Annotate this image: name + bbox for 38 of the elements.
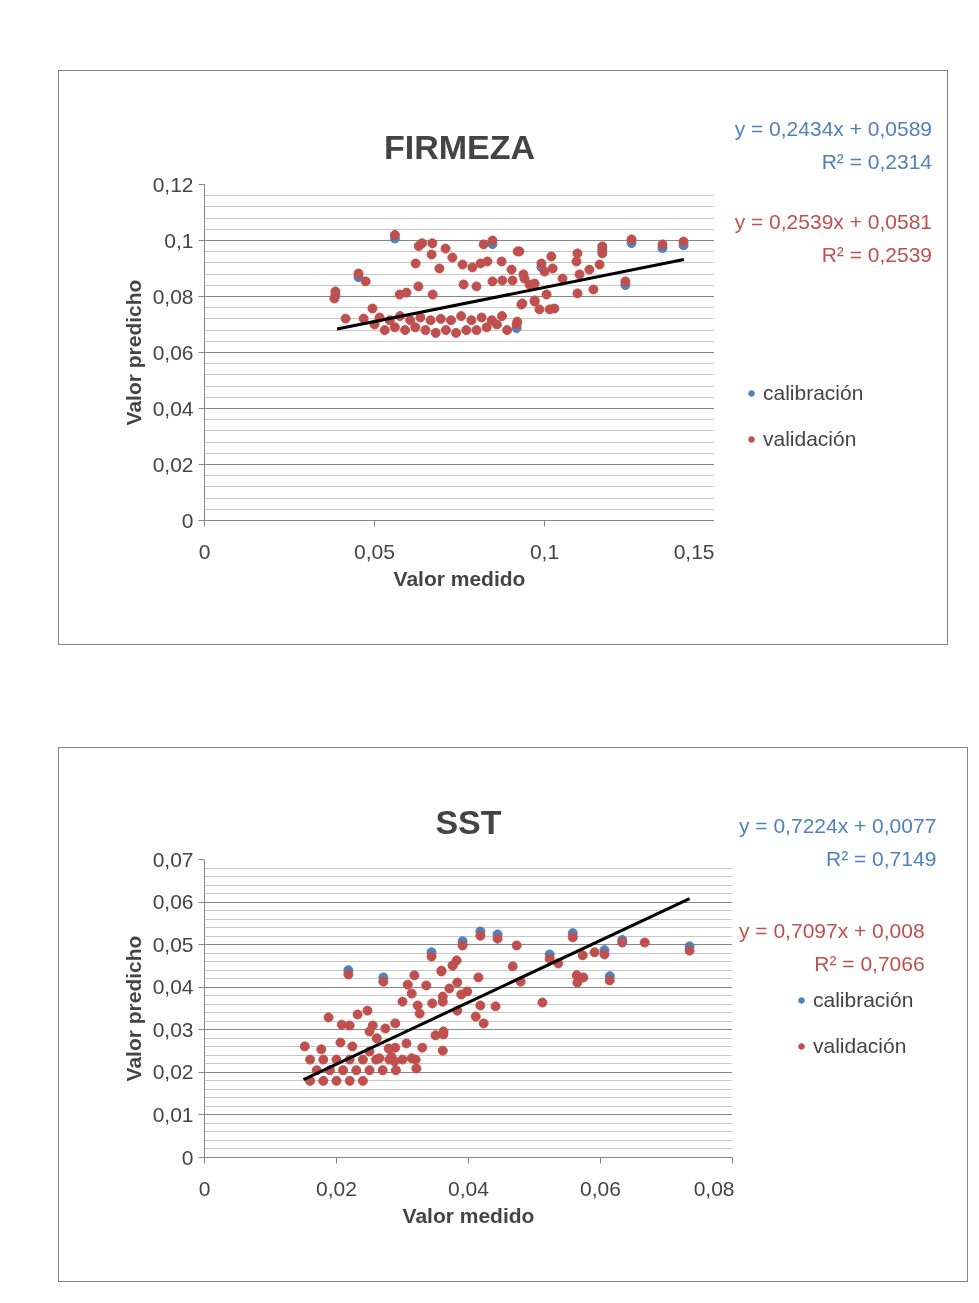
y-tick-label: 0,08 xyxy=(152,284,194,308)
x-tick-label: 0,06 xyxy=(580,1176,621,1200)
text: y = 0,7097x + 0,008 R² = 0,7066 xyxy=(739,918,925,977)
y-tick-label: 0,03 xyxy=(152,1017,194,1041)
y-axis-title: Valor predicho xyxy=(121,935,145,1082)
y-tick-label: 0,05 xyxy=(152,932,194,956)
x-tick-label: 0,02 xyxy=(316,1176,357,1200)
x-tick-label: 0 xyxy=(198,1176,211,1200)
x-axis-title: Valor medido xyxy=(393,566,526,590)
y-tick-label: 0,02 xyxy=(152,452,194,476)
x-axis-title: Valor medido xyxy=(402,1203,535,1227)
legend-label: validación xyxy=(813,1034,907,1058)
y-tick-label: 0 xyxy=(181,508,194,532)
x-tick-label: 0,1 xyxy=(529,539,560,563)
y-tick-label: 0,02 xyxy=(152,1060,194,1084)
x-tick-label: 0,05 xyxy=(354,539,395,563)
text: y = 0,2434x + 0,0589 R² = 0,2314 xyxy=(734,116,932,175)
legend-label: calibración xyxy=(763,381,864,405)
x-tick-label: 0,08 xyxy=(693,1176,735,1200)
y-tick-label: 0,06 xyxy=(152,890,194,914)
y-tick-label: 0,01 xyxy=(152,1102,194,1126)
y-tick-label: 0,04 xyxy=(152,396,194,420)
chart-title: FIRMEZA xyxy=(383,127,536,166)
x-tick-label: 0 xyxy=(198,539,211,563)
text: y = 0,2539x + 0,0581 R² = 0,2539 xyxy=(734,209,932,268)
y-axis-title: Valor predicho xyxy=(121,279,145,426)
text: y = 0,7224x + 0,0077 R² = 0,7149 xyxy=(739,813,937,872)
y-tick-label: 0 xyxy=(181,1145,194,1169)
chart-title: SST xyxy=(435,802,502,841)
legend-label: calibración xyxy=(813,988,914,1012)
y-tick-label: 0,1 xyxy=(164,228,194,252)
y-tick-label: 0,04 xyxy=(152,975,194,999)
x-tick-label: 0,04 xyxy=(448,1176,490,1200)
y-tick-label: 0,07 xyxy=(152,847,194,871)
y-tick-label: 0,06 xyxy=(152,340,194,364)
legend-label: validación xyxy=(763,427,857,451)
x-tick-label: 0,15 xyxy=(673,539,715,563)
y-tick-label: 0,12 xyxy=(152,172,194,196)
